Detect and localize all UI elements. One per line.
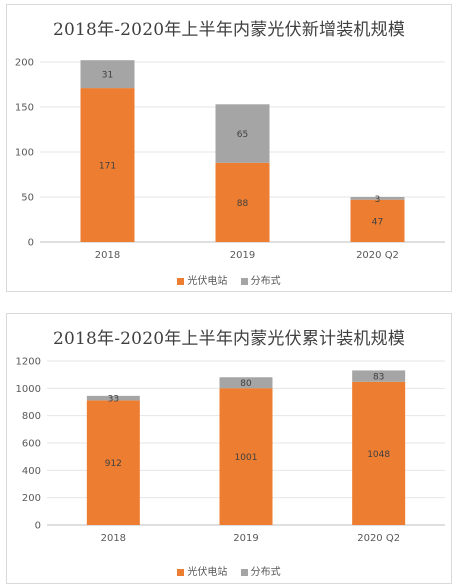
- legend-item-station: 光伏电站: [177, 272, 227, 287]
- legend-item-station: 光伏电站: [177, 563, 227, 578]
- bar-station: [86, 400, 140, 525]
- chart-panel-new-capacity: 2018年-2020年上半年内蒙光伏新增装机规模 0 50 100 150 200 171…: [6, 4, 452, 292]
- data-label: 1001: [235, 453, 258, 463]
- data-label: 83: [373, 373, 384, 383]
- data-label: 80: [240, 379, 252, 389]
- bar-station: [219, 388, 273, 525]
- data-label: 65: [237, 130, 248, 140]
- legend-item-distributed: 分布式: [240, 272, 281, 287]
- bar-station: [350, 199, 405, 242]
- data-label: 47: [372, 217, 383, 227]
- bar-distributed: [80, 60, 135, 89]
- bar-distributed: [350, 197, 405, 200]
- x-tick-label: 2018: [101, 533, 126, 544]
- data-label: 33: [108, 395, 119, 405]
- legend-swatch-station: [177, 568, 185, 576]
- y-tick-label: 50: [21, 193, 34, 204]
- legend-label: 光伏电站: [187, 567, 228, 578]
- chart-legend: 光伏电站 分布式: [7, 563, 451, 578]
- chart-legend: 光伏电站 分布式: [7, 272, 451, 287]
- legend-label: 光伏电站: [187, 276, 228, 287]
- x-tick-label: 2019: [230, 250, 255, 261]
- chart-plot-cumulative-capacity: 0 200 400 600 800 1000 1200 912 33 2018 1001 80 2019…: [16, 357, 445, 544]
- chart-title: 2018年-2020年上半年内蒙光伏累计装机规模: [52, 329, 406, 349]
- data-label: 1048: [367, 450, 390, 460]
- y-tick-label: 100: [15, 148, 34, 159]
- legend-swatch-distributed: [240, 277, 248, 285]
- bar-distributed: [215, 104, 270, 163]
- y-tick-label: 0: [28, 238, 34, 249]
- y-tick-label: 150: [15, 103, 34, 114]
- legend-label: 分布式: [250, 567, 281, 578]
- y-tick-label: 600: [22, 439, 41, 450]
- bar-station: [215, 162, 270, 242]
- y-tick-label: 0: [35, 521, 41, 532]
- y-tick-label: 800: [22, 411, 41, 422]
- y-tick-label: 1200: [16, 357, 41, 368]
- bar-distributed: [352, 370, 406, 382]
- bar-station: [80, 88, 135, 242]
- chart-panel-cumulative-capacity: 2018年-2020年上半年内蒙光伏累计装机规模 0 200 400 600 800 10…: [6, 313, 452, 584]
- legend-swatch-station: [177, 277, 185, 285]
- data-label: 912: [105, 459, 122, 469]
- y-tick-label: 1000: [16, 384, 41, 395]
- x-tick-label: 2020 Q2: [357, 533, 400, 544]
- x-tick-label: 2019: [233, 533, 258, 544]
- y-tick-label: 200: [22, 493, 41, 504]
- bar-distributed: [86, 395, 140, 401]
- y-tick-label: 400: [22, 466, 41, 477]
- legend-item-distributed: 分布式: [240, 563, 281, 578]
- legend-swatch-distributed: [240, 568, 248, 576]
- y-tick-label: 200: [15, 58, 34, 69]
- chart-plot-new-capacity: 0 50 100 150 200 171 31 2018 88 65 2019 47 3 2020 Q2: [15, 58, 445, 261]
- data-label: 31: [102, 71, 113, 81]
- bar-distributed: [219, 377, 273, 389]
- data-label: 88: [237, 199, 249, 209]
- data-label: 3: [375, 195, 381, 205]
- bar-station: [352, 381, 406, 525]
- x-tick-label: 2020 Q2: [356, 250, 399, 261]
- chart-title: 2018年-2020年上半年内蒙光伏新增装机规模: [52, 20, 406, 40]
- data-label: 171: [99, 162, 116, 172]
- x-tick-label: 2018: [95, 250, 120, 261]
- legend-label: 分布式: [250, 276, 281, 287]
